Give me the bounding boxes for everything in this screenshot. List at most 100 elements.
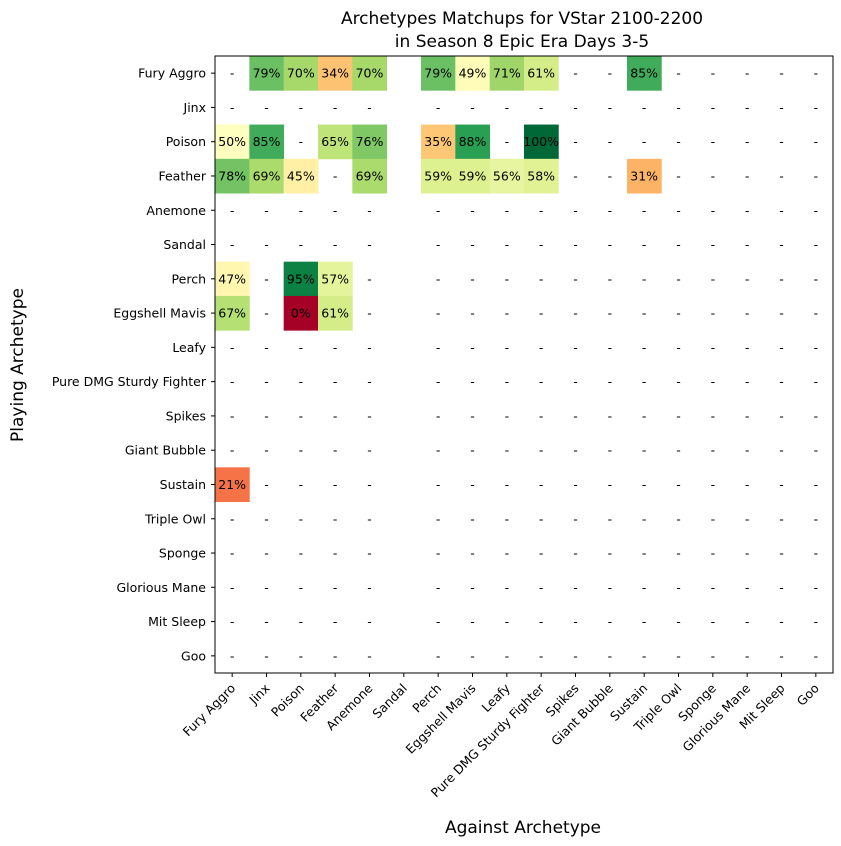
cell-label-eggshell-mavis-vs-giant-bubble: -: [608, 306, 613, 321]
heatmap-cell-sustain-vs-fury-aggro: [215, 467, 250, 503]
cell-label-feather-vs-leafy: 56%: [493, 168, 521, 183]
heatmap-cell-fury-aggro-vs-perch: [421, 56, 456, 91]
cell-label-fury-aggro-vs-goo: -: [814, 66, 819, 81]
cell-label-mit-sleep-vs-giant-bubble: -: [608, 614, 613, 629]
cell-label-sponge-vs-sponge: -: [711, 546, 716, 561]
cell-label-fury-aggro-vs-glorious-mane: -: [745, 66, 750, 81]
cell-label-jinx-vs-leafy: -: [505, 100, 510, 115]
cell-label-poison-vs-anemone: 76%: [356, 134, 384, 149]
cell-label-perch-vs-poison: 95%: [287, 271, 315, 286]
cell-label-sponge-vs-goo: -: [814, 546, 819, 561]
cell-label-jinx-vs-sponge: -: [711, 100, 716, 115]
cell-label-pure-dmg-sturdy-fighter-vs-mit-sleep: -: [779, 374, 784, 389]
cell-label-leafy-vs-fury-aggro: -: [230, 340, 235, 355]
cell-label-eggshell-mavis-vs-leafy: -: [505, 306, 510, 321]
cell-label-perch-vs-leafy: -: [505, 271, 510, 286]
x-tick-label-jinx: Jinx: [245, 681, 272, 708]
cell-label-mit-sleep-vs-mit-sleep: -: [779, 614, 784, 629]
cell-label-eggshell-mavis-vs-mit-sleep: -: [779, 306, 784, 321]
cell-label-glorious-mane-vs-pure-dmg-sturdy-fighter: -: [539, 580, 544, 595]
cell-label-poison-vs-mit-sleep: -: [779, 134, 784, 149]
cell-label-glorious-mane-vs-mit-sleep: -: [779, 580, 784, 595]
y-tick-label-fury-aggro: Fury Aggro: [138, 66, 206, 81]
cell-label-mit-sleep-vs-goo: -: [814, 614, 819, 629]
cell-label-giant-bubble-vs-anemone: -: [367, 443, 372, 458]
cell-label-feather-vs-goo: -: [814, 168, 819, 183]
cell-label-mit-sleep-vs-sustain: -: [642, 614, 647, 629]
cell-label-leafy-vs-feather: -: [333, 340, 338, 355]
cell-label-glorious-mane-vs-sustain: -: [642, 580, 647, 595]
cell-label-mit-sleep-vs-glorious-mane: -: [745, 614, 750, 629]
cell-label-poison-vs-triple-owl: -: [676, 134, 681, 149]
cell-label-spikes-vs-giant-bubble: -: [608, 408, 613, 423]
y-axis-ticks: Fury Aggro Jinx Poison Feather Anemone Sandal…: [52, 66, 215, 663]
cell-label-sandal-vs-glorious-mane: -: [745, 237, 750, 252]
cell-label-perch-vs-eggshell-mavis: -: [470, 271, 475, 286]
heatmap-cells: [215, 56, 662, 503]
cell-label-poison-vs-jinx: 85%: [253, 134, 281, 149]
cell-label-eggshell-mavis-vs-goo: -: [814, 306, 819, 321]
cell-label-sustain-vs-leafy: -: [505, 477, 510, 492]
cell-label-goo-vs-feather: -: [333, 648, 338, 663]
cell-label-poison-vs-goo: -: [814, 134, 819, 149]
cell-label-leafy-vs-goo: -: [814, 340, 819, 355]
cell-label-spikes-vs-mit-sleep: -: [779, 408, 784, 423]
cell-label-giant-bubble-vs-leafy: -: [505, 443, 510, 458]
cell-label-feather-vs-triple-owl: -: [676, 168, 681, 183]
cell-label-feather-vs-perch: 59%: [424, 168, 452, 183]
cell-label-sponge-vs-triple-owl: -: [676, 546, 681, 561]
cell-label-feather-vs-mit-sleep: -: [779, 168, 784, 183]
cell-label-goo-vs-anemone: -: [367, 648, 372, 663]
cell-label-sandal-vs-feather: -: [333, 237, 338, 252]
cell-label-goo-vs-glorious-mane: -: [745, 648, 750, 663]
cell-label-perch-vs-anemone: -: [367, 271, 372, 286]
cell-label-anemone-vs-glorious-mane: -: [745, 203, 750, 218]
cell-label-goo-vs-triple-owl: -: [676, 648, 681, 663]
cell-label-sponge-vs-glorious-mane: -: [745, 546, 750, 561]
cell-label-spikes-vs-goo: -: [814, 408, 819, 423]
heatmap-cell-feather-vs-poison: [283, 158, 319, 194]
cell-label-triple-owl-vs-sponge: -: [711, 511, 716, 526]
heatmap-cell-fury-aggro-vs-leafy: [489, 56, 525, 91]
cell-label-anemone-vs-jinx: -: [264, 203, 269, 218]
cell-label-giant-bubble-vs-jinx: -: [264, 443, 269, 458]
cell-label-triple-owl-vs-feather: -: [333, 511, 338, 526]
cell-label-sustain-vs-triple-owl: -: [676, 477, 681, 492]
cell-label-feather-vs-pure-dmg-sturdy-fighter: 58%: [527, 168, 555, 183]
cell-label-glorious-mane-vs-poison: -: [299, 580, 304, 595]
cell-label-jinx-vs-glorious-mane: -: [745, 100, 750, 115]
cell-label-eggshell-mavis-vs-sponge: -: [711, 306, 716, 321]
cell-label-mit-sleep-vs-eggshell-mavis: -: [470, 614, 475, 629]
cell-label-sponge-vs-fury-aggro: -: [230, 546, 235, 561]
chart-title-line-1: Archetypes Matchups for VStar 2100-2200: [341, 9, 703, 29]
cell-label-pure-dmg-sturdy-fighter-vs-glorious-mane: -: [745, 374, 750, 389]
cell-label-triple-owl-vs-mit-sleep: -: [779, 511, 784, 526]
cell-label-glorious-mane-vs-jinx: -: [264, 580, 269, 595]
cell-label-triple-owl-vs-anemone: -: [367, 511, 372, 526]
cell-label-pure-dmg-sturdy-fighter-vs-leafy: -: [505, 374, 510, 389]
y-tick-label-poison: Poison: [166, 134, 206, 149]
cell-label-jinx-vs-mit-sleep: -: [779, 100, 784, 115]
cell-label-poison-vs-giant-bubble: -: [608, 134, 613, 149]
cell-label-sustain-vs-sponge: -: [711, 477, 716, 492]
cell-label-eggshell-mavis-vs-anemone: -: [367, 306, 372, 321]
cell-label-feather-vs-eggshell-mavis: 59%: [459, 168, 487, 183]
cell-label-giant-bubble-vs-feather: -: [333, 443, 338, 458]
cell-label-perch-vs-fury-aggro: 47%: [218, 271, 246, 286]
cell-label-sustain-vs-giant-bubble: -: [608, 477, 613, 492]
cell-label-glorious-mane-vs-giant-bubble: -: [608, 580, 613, 595]
cell-label-leafy-vs-perch: -: [436, 340, 441, 355]
cell-label-glorious-mane-vs-sponge: -: [711, 580, 716, 595]
cell-label-triple-owl-vs-spikes: -: [573, 511, 578, 526]
cell-label-poison-vs-pure-dmg-sturdy-fighter: 100%: [523, 134, 559, 149]
cell-label-anemone-vs-poison: -: [299, 203, 304, 218]
cell-label-mit-sleep-vs-jinx: -: [264, 614, 269, 629]
cell-label-jinx-vs-fury-aggro: -: [230, 100, 235, 115]
cell-label-poison-vs-eggshell-mavis: 88%: [459, 134, 487, 149]
heatmap-cell-fury-aggro-vs-jinx: [249, 56, 285, 91]
heatmap-cell-feather-vs-fury-aggro: [215, 158, 250, 194]
cell-label-perch-vs-sustain: -: [642, 271, 647, 286]
cell-label-fury-aggro-vs-fury-aggro: -: [230, 66, 235, 81]
heatmap-cell-fury-aggro-vs-eggshell-mavis: [455, 56, 491, 91]
cell-label-leafy-vs-spikes: -: [573, 340, 578, 355]
